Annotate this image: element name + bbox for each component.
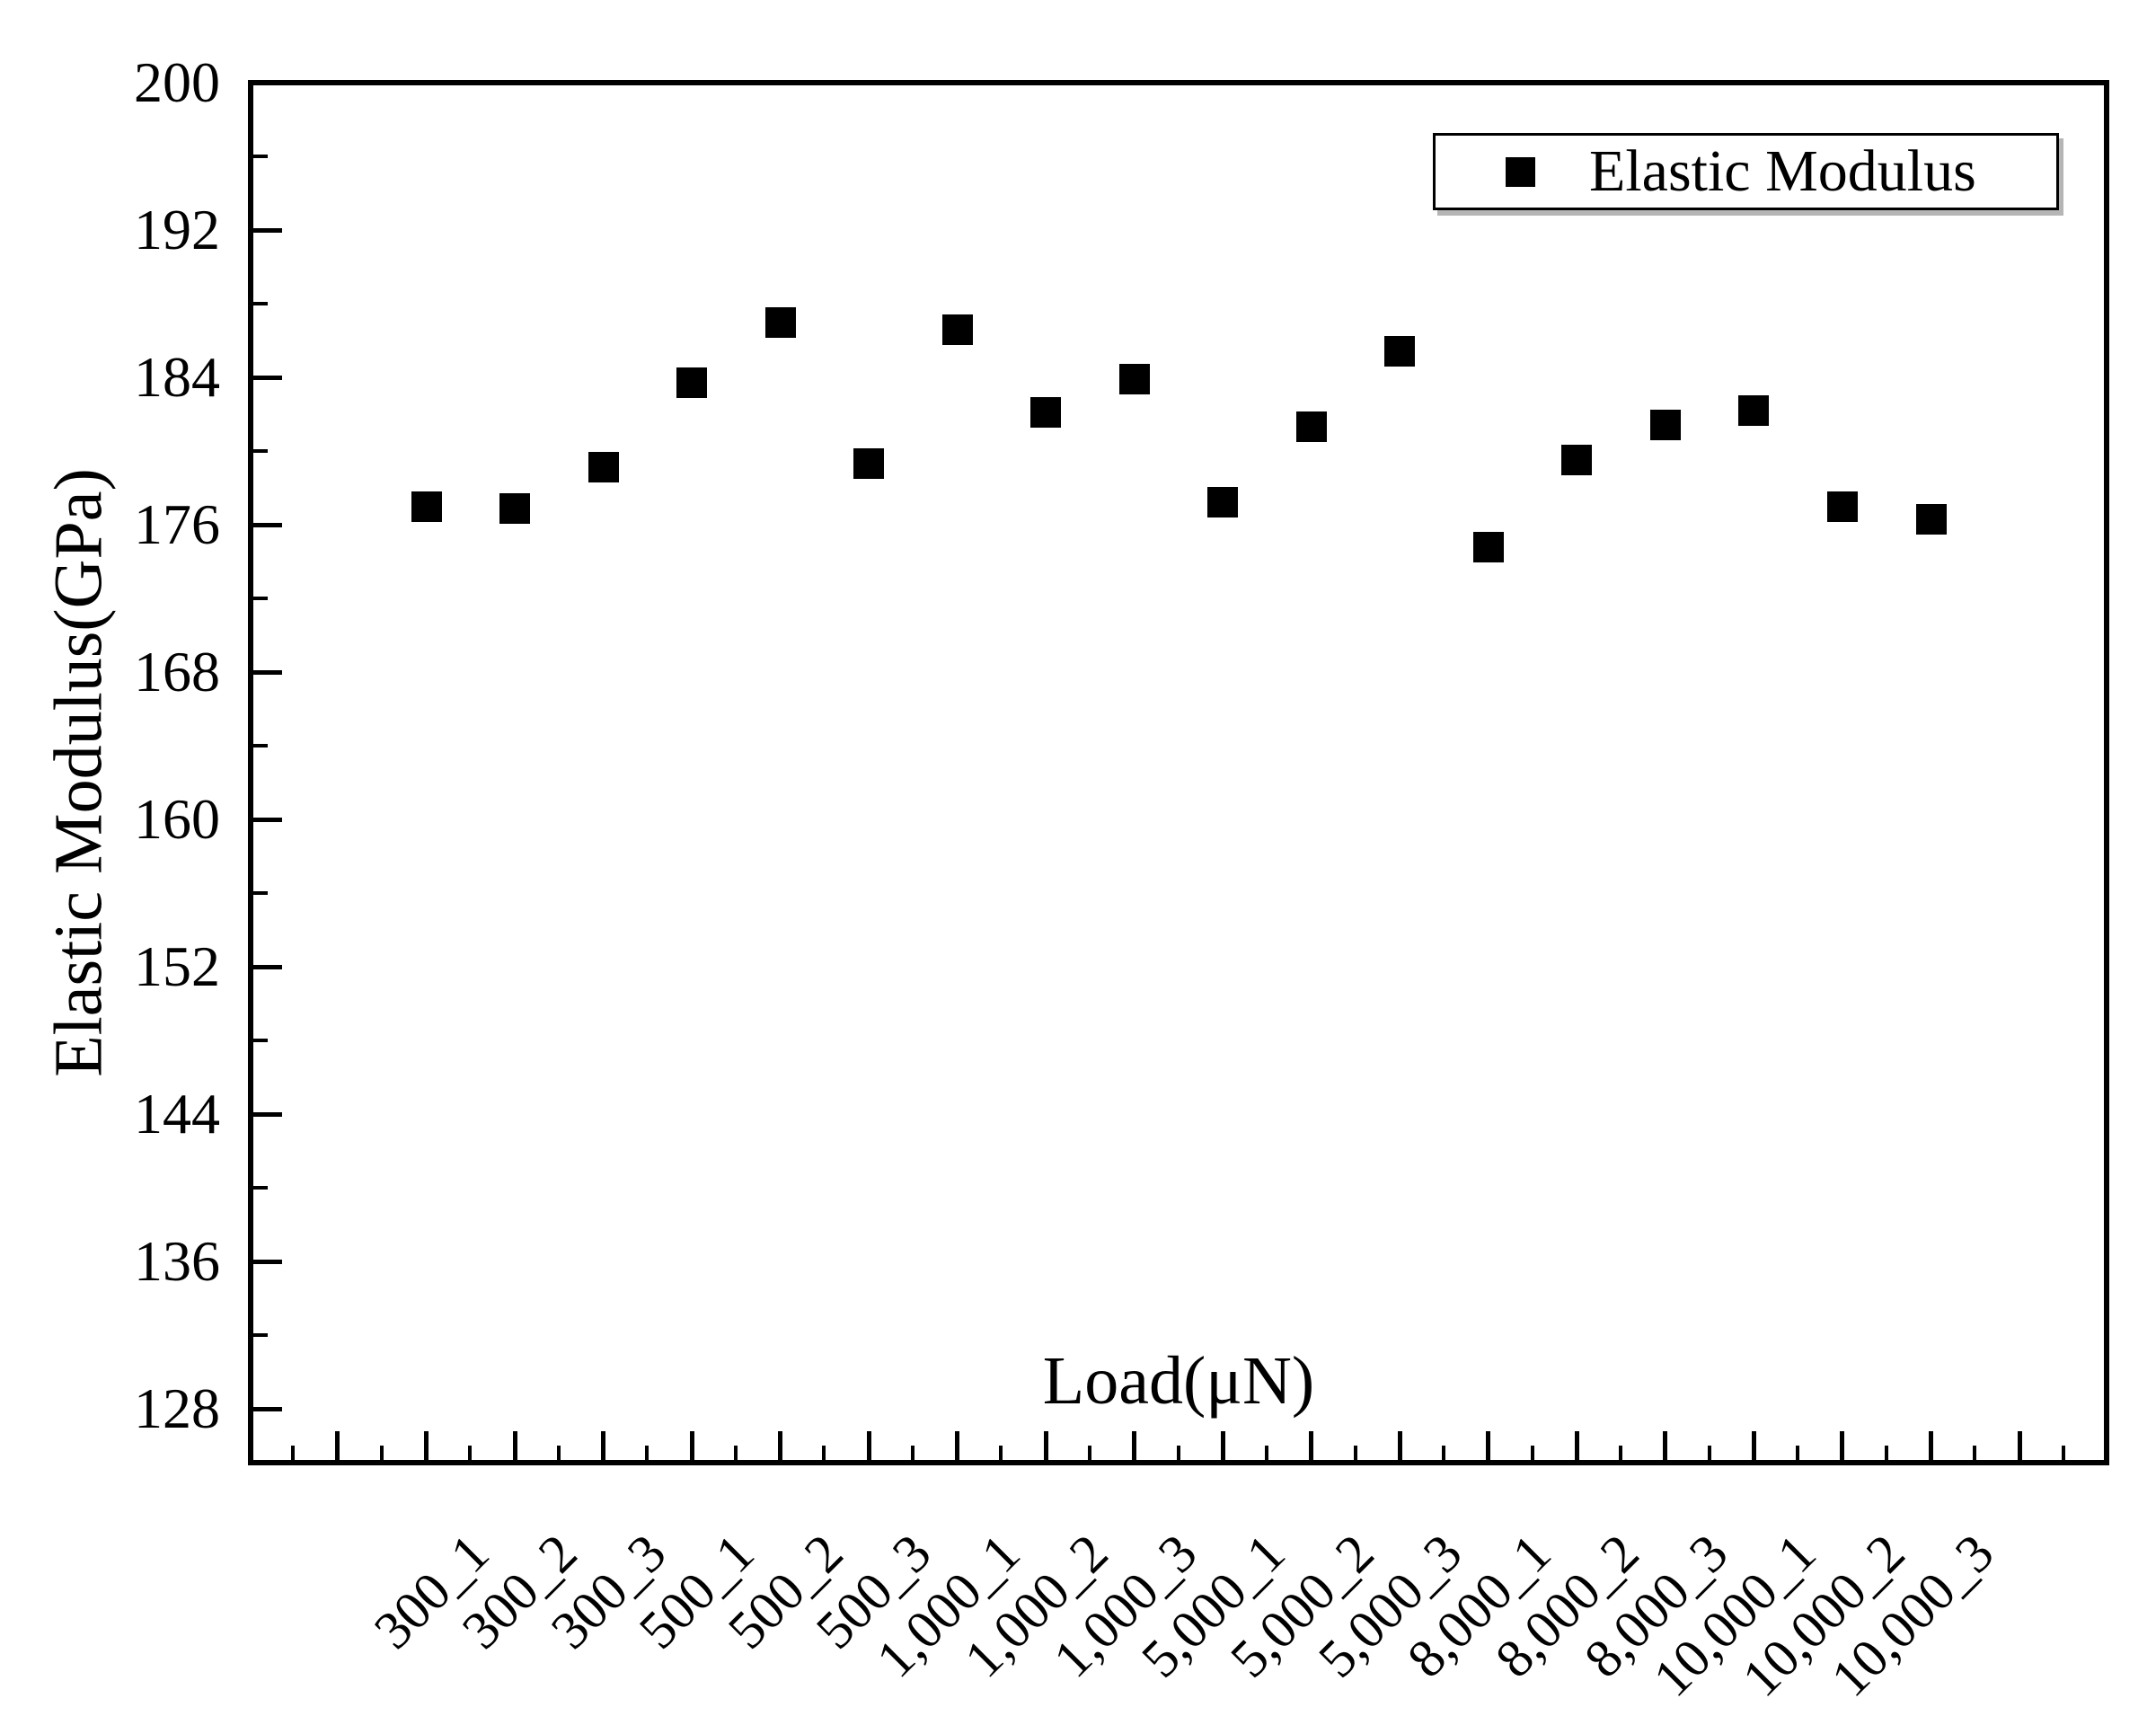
- y-tick-label: 152: [134, 934, 220, 998]
- x-axis-minor-tick: [1707, 1446, 1711, 1460]
- x-axis-minor-tick: [1530, 1446, 1534, 1460]
- y-axis-major-tick: [253, 1259, 282, 1264]
- y-axis-minor-tick: [253, 597, 268, 600]
- y-axis-minor-tick: [253, 1039, 268, 1042]
- data-point-square: [1649, 410, 1681, 441]
- data-point-square: [1915, 503, 1947, 535]
- x-axis-major-tick: [955, 1431, 960, 1460]
- x-axis-minor-tick: [1884, 1446, 1888, 1460]
- x-axis-major-tick: [1663, 1431, 1668, 1460]
- x-axis-major-tick: [1220, 1431, 1225, 1460]
- data-point-square: [853, 448, 885, 480]
- y-axis-minor-tick: [253, 744, 268, 748]
- x-axis-major-tick: [1132, 1431, 1137, 1460]
- x-axis-minor-tick: [379, 1446, 384, 1460]
- x-axis-minor-tick: [1973, 1446, 1977, 1460]
- data-point-square: [676, 367, 708, 399]
- data-point-square: [1030, 396, 1062, 428]
- legend: Elastic Modulus: [1433, 133, 2059, 210]
- x-axis-major-tick: [2017, 1431, 2022, 1460]
- data-point-square: [764, 306, 796, 338]
- x-axis-major-tick: [1574, 1431, 1579, 1460]
- x-axis-major-tick: [689, 1431, 694, 1460]
- x-axis-major-tick: [1486, 1431, 1491, 1460]
- y-axis-major-tick: [253, 817, 282, 822]
- x-axis-minor-tick: [1353, 1446, 1357, 1460]
- y-tick-label: 192: [134, 198, 220, 261]
- data-point-square: [941, 314, 973, 345]
- data-point-square: [1384, 336, 1416, 367]
- x-axis-major-tick: [1043, 1431, 1048, 1460]
- y-tick-label: 160: [134, 787, 220, 851]
- x-axis-minor-tick: [291, 1446, 296, 1460]
- y-axis-major-tick: [253, 964, 282, 969]
- data-point-square: [1826, 491, 1858, 522]
- legend-label: Elastic Modulus: [1589, 138, 1976, 204]
- data-point-square: [1472, 531, 1504, 562]
- x-axis-major-tick: [512, 1431, 517, 1460]
- x-axis-minor-tick: [733, 1446, 738, 1460]
- data-point-square: [1738, 394, 1770, 426]
- y-tick-label: 168: [134, 640, 220, 703]
- x-axis-title: Load(μN): [1042, 1343, 1315, 1419]
- x-axis-major-tick: [601, 1431, 606, 1460]
- y-axis-major-tick: [253, 1111, 282, 1117]
- x-axis-major-tick: [1929, 1431, 1933, 1460]
- x-axis-minor-tick: [1087, 1446, 1091, 1460]
- x-axis-major-tick: [778, 1431, 783, 1460]
- x-axis-minor-tick: [2061, 1446, 2065, 1460]
- data-point-square: [499, 492, 531, 524]
- x-axis-minor-tick: [468, 1446, 473, 1460]
- x-axis-minor-tick: [1619, 1446, 1623, 1460]
- x-axis-minor-tick: [645, 1446, 649, 1460]
- y-axis-major-tick: [253, 375, 282, 380]
- y-axis-minor-tick: [253, 449, 268, 453]
- y-axis-major-tick: [253, 669, 282, 675]
- data-point-square: [1295, 411, 1327, 443]
- y-axis-minor-tick: [253, 302, 268, 305]
- x-axis-minor-tick: [1442, 1446, 1446, 1460]
- x-axis-minor-tick: [822, 1446, 826, 1460]
- y-axis-minor-tick: [253, 155, 268, 158]
- plot-frame: [248, 80, 2109, 1465]
- data-point-square: [411, 491, 442, 522]
- x-axis-minor-tick: [1176, 1446, 1180, 1460]
- y-axis-minor-tick: [253, 1333, 268, 1337]
- x-axis-minor-tick: [1796, 1446, 1800, 1460]
- x-axis-major-tick: [866, 1431, 871, 1460]
- x-axis-major-tick: [1309, 1431, 1314, 1460]
- x-axis-major-tick: [335, 1431, 340, 1460]
- x-axis-major-tick: [1751, 1431, 1756, 1460]
- y-axis-minor-tick: [253, 1186, 268, 1190]
- y-tick-label: 128: [134, 1376, 220, 1440]
- data-point-square: [1207, 487, 1239, 518]
- y-tick-label: 136: [134, 1229, 220, 1293]
- x-axis-minor-tick: [910, 1446, 915, 1460]
- y-axis-major-tick: [253, 1406, 282, 1411]
- legend-square-marker-icon: [1506, 156, 1535, 187]
- x-axis-major-tick: [1397, 1431, 1402, 1460]
- y-tick-label: 200: [134, 50, 220, 114]
- x-axis-minor-tick: [1265, 1446, 1269, 1460]
- data-point-square: [1118, 364, 1150, 395]
- y-tick-label: 176: [134, 492, 220, 556]
- x-axis-major-tick: [424, 1431, 429, 1460]
- x-axis-major-tick: [1840, 1431, 1845, 1460]
- y-axis-major-tick: [253, 227, 282, 233]
- x-axis-minor-tick: [556, 1446, 561, 1460]
- x-axis-minor-tick: [999, 1446, 1003, 1460]
- y-axis-major-tick: [253, 522, 282, 527]
- data-point-square: [1561, 445, 1593, 476]
- y-axis-minor-tick: [253, 891, 268, 895]
- y-tick-label: 184: [134, 345, 220, 409]
- y-tick-label: 144: [134, 1082, 220, 1146]
- data-point-square: [588, 452, 619, 483]
